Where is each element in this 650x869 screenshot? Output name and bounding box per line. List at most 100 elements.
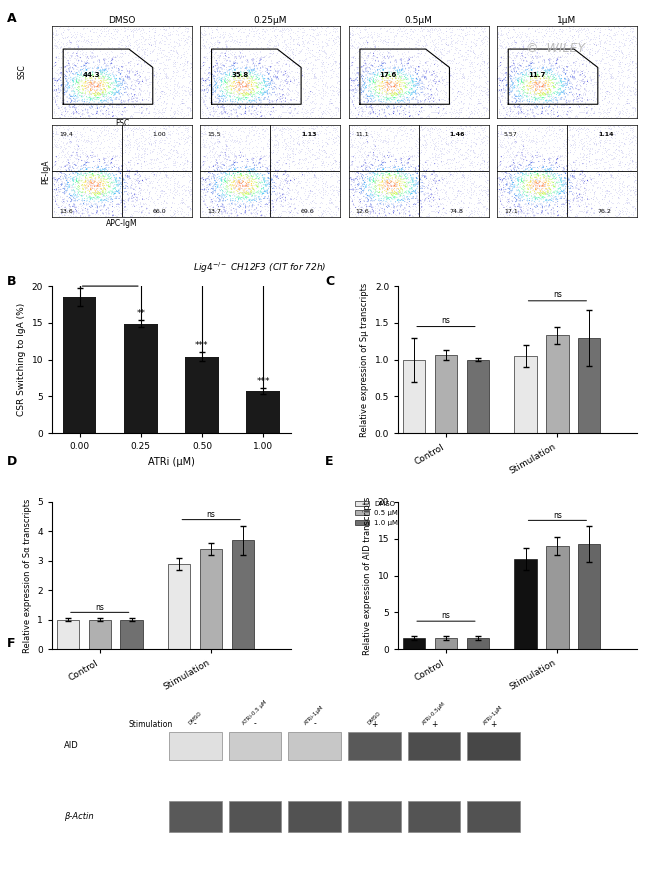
Point bbox=[523, 96, 533, 110]
Point bbox=[151, 54, 162, 68]
Point bbox=[83, 134, 94, 148]
Point bbox=[272, 141, 282, 155]
Point bbox=[77, 138, 87, 152]
Point bbox=[140, 97, 151, 111]
Point bbox=[515, 176, 525, 190]
Point bbox=[514, 204, 525, 218]
Point bbox=[514, 197, 525, 211]
Point bbox=[323, 105, 333, 119]
Point bbox=[214, 163, 225, 177]
Point bbox=[394, 198, 404, 212]
Point bbox=[374, 28, 384, 42]
Point bbox=[549, 176, 560, 190]
Point bbox=[81, 86, 91, 100]
Point bbox=[142, 93, 153, 107]
Point bbox=[556, 30, 567, 43]
Point bbox=[77, 206, 88, 220]
Point bbox=[534, 101, 545, 115]
Point bbox=[139, 197, 150, 211]
Point bbox=[413, 75, 424, 89]
Point bbox=[528, 84, 538, 98]
Point bbox=[543, 186, 553, 200]
Point bbox=[166, 200, 176, 214]
Point bbox=[268, 169, 278, 183]
Point bbox=[412, 141, 423, 155]
Point bbox=[198, 71, 208, 85]
Point bbox=[599, 27, 609, 41]
Point bbox=[278, 23, 289, 37]
Point bbox=[94, 86, 104, 100]
Point bbox=[398, 90, 409, 103]
Point bbox=[590, 35, 600, 49]
Point bbox=[525, 49, 536, 63]
Point bbox=[538, 160, 548, 174]
Point bbox=[513, 66, 523, 80]
Point bbox=[220, 56, 230, 70]
Point bbox=[406, 50, 417, 63]
Point bbox=[465, 63, 475, 77]
Point bbox=[301, 104, 311, 118]
Point bbox=[211, 95, 221, 109]
Point bbox=[618, 174, 628, 188]
Point bbox=[577, 69, 588, 83]
Point bbox=[217, 191, 228, 205]
Point bbox=[246, 79, 257, 93]
Point bbox=[207, 25, 217, 39]
Point bbox=[230, 97, 240, 111]
Point bbox=[180, 166, 190, 180]
Point bbox=[250, 165, 260, 179]
Point bbox=[301, 52, 311, 66]
Point bbox=[367, 142, 377, 156]
Point bbox=[495, 174, 506, 188]
Point bbox=[239, 188, 249, 202]
Point bbox=[268, 97, 278, 111]
Point bbox=[514, 62, 524, 76]
Point bbox=[115, 76, 125, 90]
Point bbox=[618, 39, 628, 53]
Point bbox=[529, 161, 539, 175]
Point bbox=[393, 186, 404, 200]
Point bbox=[406, 182, 417, 196]
Point bbox=[519, 206, 529, 220]
Point bbox=[161, 200, 172, 214]
Point bbox=[420, 94, 430, 108]
Point bbox=[244, 66, 255, 80]
Point bbox=[82, 192, 92, 206]
Point bbox=[355, 25, 365, 39]
Point bbox=[564, 104, 575, 118]
Point bbox=[251, 64, 261, 78]
Point bbox=[70, 153, 81, 167]
Point bbox=[161, 130, 172, 144]
Point bbox=[497, 189, 507, 202]
Point bbox=[390, 170, 400, 184]
Point bbox=[547, 71, 557, 85]
Point bbox=[372, 85, 383, 99]
Point bbox=[327, 196, 337, 209]
Point bbox=[359, 91, 370, 105]
Point bbox=[237, 35, 248, 49]
Point bbox=[502, 172, 513, 186]
Point bbox=[361, 161, 372, 175]
Point bbox=[615, 58, 625, 72]
Point bbox=[263, 72, 274, 86]
Point bbox=[241, 187, 252, 201]
Point bbox=[222, 179, 233, 193]
Point bbox=[204, 204, 214, 218]
Point bbox=[395, 169, 405, 183]
Point bbox=[84, 96, 94, 109]
Point bbox=[214, 56, 225, 70]
Point bbox=[587, 201, 597, 215]
Point bbox=[376, 135, 387, 149]
Point bbox=[361, 73, 372, 87]
Point bbox=[227, 207, 238, 221]
Point bbox=[91, 96, 101, 110]
Point bbox=[169, 43, 179, 57]
Point bbox=[72, 145, 82, 159]
Point bbox=[531, 175, 541, 189]
Point bbox=[578, 176, 589, 190]
Point bbox=[508, 175, 519, 189]
Point bbox=[85, 192, 96, 206]
Point bbox=[146, 92, 157, 106]
Point bbox=[261, 176, 272, 189]
Point bbox=[526, 34, 536, 48]
